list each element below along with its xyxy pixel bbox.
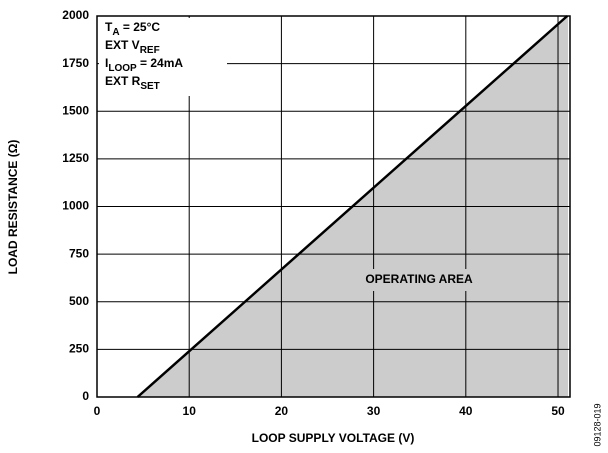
y-tick-label: 0 xyxy=(82,389,89,403)
plot-frame xyxy=(96,15,571,398)
series-line xyxy=(136,15,569,398)
x-tick-label: 20 xyxy=(275,404,289,418)
y-tick-label: 250 xyxy=(69,342,89,356)
annotation-line: TA = 25°C xyxy=(105,20,160,37)
figure-id: 09128-019 xyxy=(592,403,602,446)
x-tick-label: 0 xyxy=(94,404,101,418)
annotation-text: EXT V xyxy=(105,38,140,52)
y-tick-label: 750 xyxy=(69,246,89,260)
annotation-text: = 25°C xyxy=(120,20,161,34)
x-tick-label: 10 xyxy=(183,404,197,418)
annotation-text: EXT R xyxy=(105,74,141,88)
annotation-line: EXT RSET xyxy=(105,74,160,91)
x-tick-label: 40 xyxy=(459,404,473,418)
x-tick-label: 50 xyxy=(551,404,565,418)
y-axis-title: LOAD RESISTANCE (Ω) xyxy=(6,140,20,275)
area-label-background xyxy=(338,269,500,291)
subscript: REF xyxy=(140,45,160,56)
y-tick-label: 1500 xyxy=(62,103,89,117)
y-tick-label: 1250 xyxy=(62,151,89,165)
x-tick-label: 30 xyxy=(367,404,381,418)
subscript: SET xyxy=(140,81,159,92)
subscript: LOOP xyxy=(108,63,137,74)
annotation-text: = 24mA xyxy=(137,56,184,70)
y-tick-label: 2000 xyxy=(62,8,89,22)
annotation-text: T xyxy=(105,20,113,34)
subscript: A xyxy=(112,27,119,38)
y-tick-label: 500 xyxy=(69,294,89,308)
area-label: OPERATING AREA xyxy=(365,272,473,286)
y-tick-label: 1000 xyxy=(62,199,89,213)
y-tick-label: 1750 xyxy=(62,56,89,70)
annotation-line: ILOOP = 24mA xyxy=(105,56,183,73)
annotation-line: EXT VREF xyxy=(105,38,160,55)
annotation-background xyxy=(99,18,227,96)
x-axis-title: LOOP SUPPLY VOLTAGE (V) xyxy=(252,431,415,445)
annotation-text: I xyxy=(105,56,108,70)
